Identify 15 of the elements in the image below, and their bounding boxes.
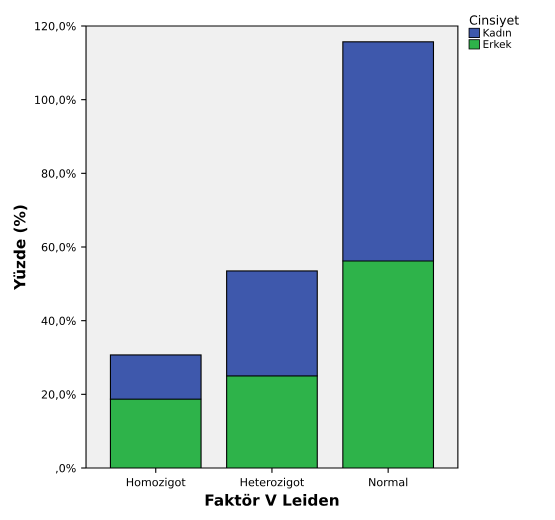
y-tick-label: 60,0% — [42, 242, 76, 253]
y-axis-title: Yüzde (%) — [13, 206, 28, 290]
y-tick-label: 120,0% — [35, 22, 76, 32]
legend-label: Kadın — [484, 28, 511, 37]
x-tick-label: Normal — [369, 478, 408, 486]
x-tick-label: Homozigot — [126, 478, 186, 488]
legend-title: Cinsiyet — [470, 15, 519, 28]
legend-label: Erkek — [484, 40, 512, 48]
y-tick-label: 100,0% — [35, 96, 76, 106]
y-tick-label: 20,0% — [42, 390, 76, 400]
y-tick-label: ,0% — [56, 464, 76, 474]
y-tick-label: 40,0% — [42, 316, 76, 326]
x-axis-title: Faktör V Leiden — [206, 494, 338, 506]
x-tick-label: Heterozigot — [240, 478, 304, 488]
y-tick-label: 80,0% — [42, 169, 76, 179]
